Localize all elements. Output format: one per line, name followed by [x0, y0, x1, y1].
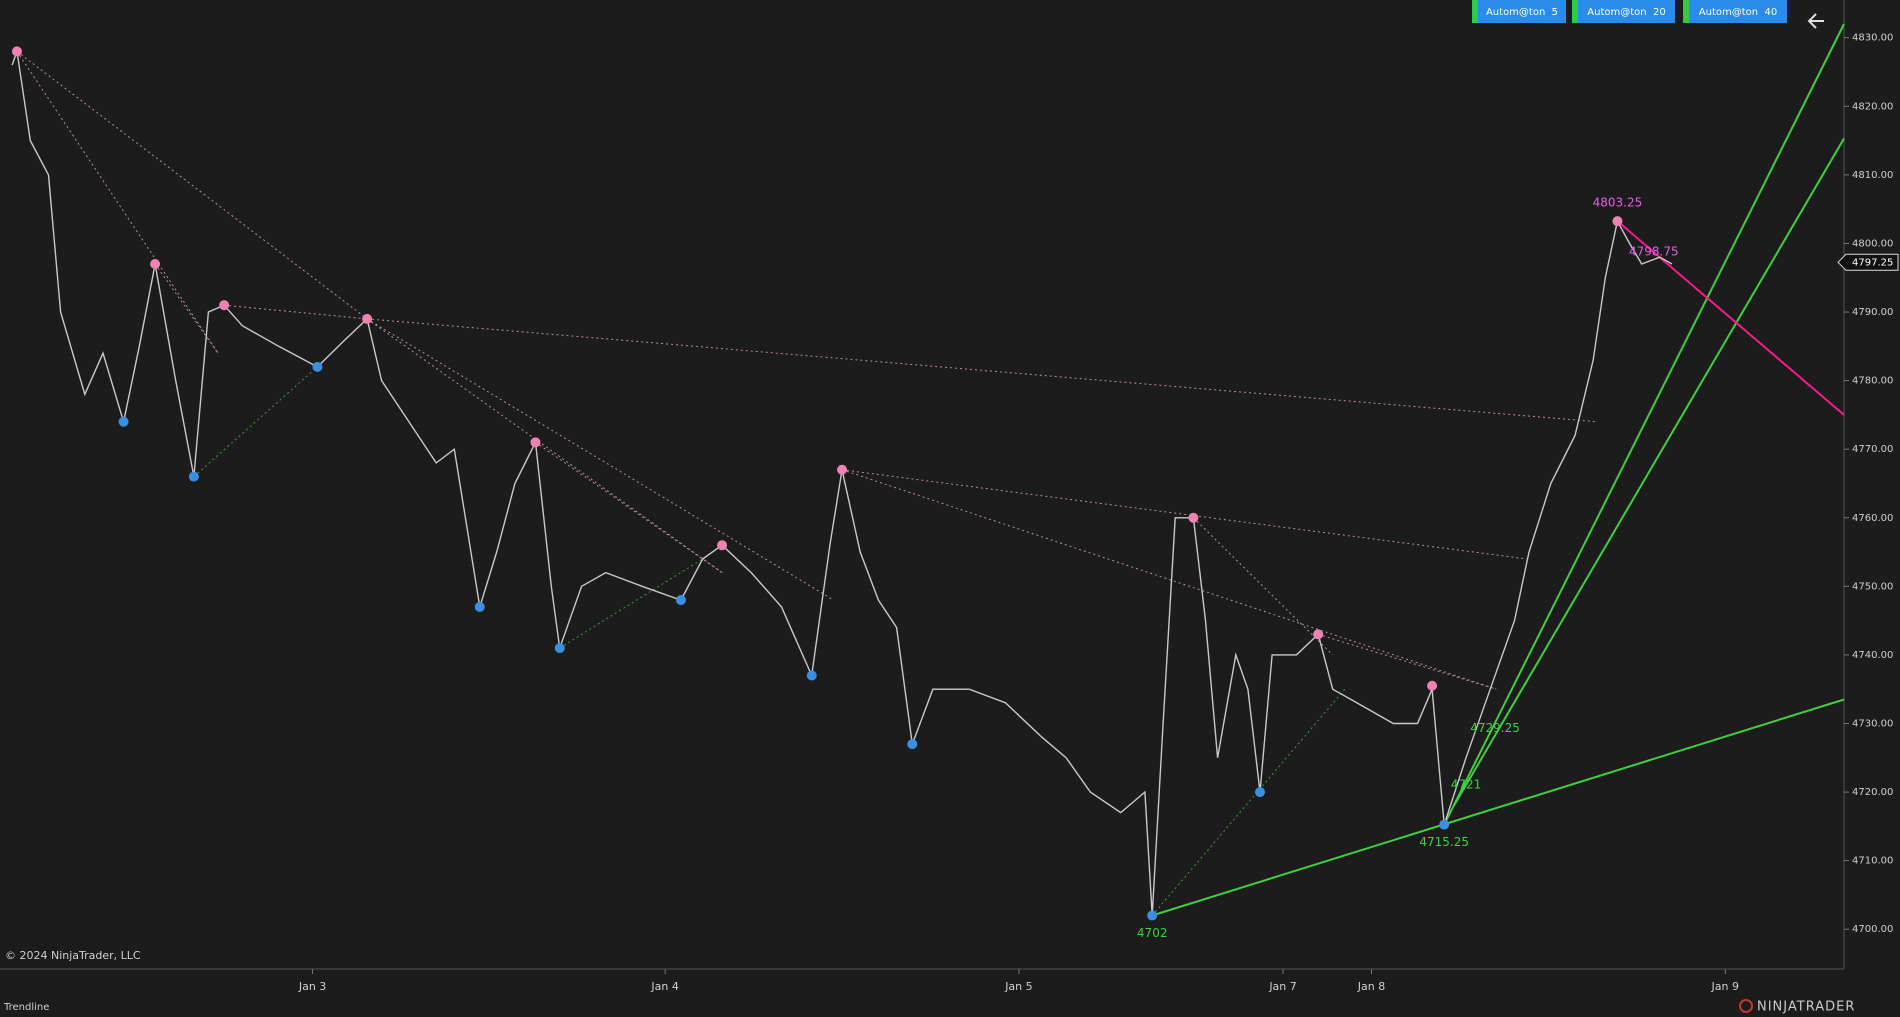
- swing-high: [150, 259, 161, 270]
- last-price-badge: [1837, 253, 1899, 271]
- y-tick-label: 4700.00: [1852, 924, 1893, 935]
- point-label: 4721: [1451, 778, 1482, 792]
- button[interactable]: [1689, 0, 1787, 23]
- swing-low: [675, 595, 686, 606]
- swing-low: [312, 361, 323, 372]
- swing-low: [118, 416, 129, 427]
- swing-low: [474, 601, 485, 612]
- x-tick-label: Jan 9: [1711, 980, 1739, 993]
- x-tick-label: Jan 3: [298, 980, 326, 993]
- button-accent: [1472, 0, 1478, 23]
- y-tick-label: 4710.00: [1852, 856, 1893, 867]
- button[interactable]: [1478, 0, 1566, 23]
- x-tick-label: Jan 8: [1357, 980, 1385, 993]
- button-label[interactable]: Autom@ton 20: [1587, 7, 1665, 18]
- swing-high: [530, 437, 541, 448]
- button-label[interactable]: Autom@ton 5: [1486, 7, 1558, 18]
- y-tick-label: 4790.00: [1852, 307, 1893, 318]
- swing-low: [806, 670, 817, 681]
- swing-high: [1188, 512, 1199, 523]
- button-accent: [1683, 0, 1689, 23]
- back-arrow[interactable]: [1807, 13, 1824, 29]
- swing-low: [907, 739, 918, 750]
- panel-label: Trendline: [3, 1002, 49, 1013]
- pivot-label: 4715.25: [1419, 835, 1469, 849]
- y-tick-label: 4750.00: [1852, 581, 1893, 592]
- x-tick-label: Jan 7: [1268, 980, 1296, 993]
- swing-high: [837, 464, 848, 475]
- trendline: [366, 318, 834, 601]
- last-price-label: 4797.25: [1852, 257, 1893, 268]
- x-tick-label: Jan 4: [650, 980, 678, 993]
- swing-high: [1313, 629, 1324, 640]
- swing-high: [1612, 216, 1623, 227]
- price-line: [11, 51, 1673, 916]
- x-tick-label: Jan 5: [1004, 980, 1032, 993]
- y-tick-label: 4800.00: [1852, 238, 1893, 249]
- swing-low: [1255, 787, 1266, 798]
- button[interactable]: [1578, 0, 1675, 23]
- swing-high: [219, 300, 230, 311]
- y-tick-label: 4760.00: [1852, 513, 1893, 524]
- swing-high: [11, 46, 22, 57]
- button-accent: [1572, 0, 1578, 23]
- trendline: [367, 318, 1597, 423]
- y-tick-label: 4770.00: [1852, 444, 1893, 455]
- point-label: 4729.25: [1470, 721, 1520, 735]
- trendline: [841, 469, 1527, 560]
- copyright: © 2024 NinjaTrader, LLC: [5, 949, 141, 962]
- trendline: [1443, 23, 1845, 826]
- trendline: [154, 263, 219, 354]
- trendline: [1453, 138, 1845, 807]
- trendline: [224, 304, 368, 320]
- point-label: 4798.75: [1629, 245, 1679, 259]
- logo: NINJATRADER: [1757, 1000, 1855, 1015]
- trendline: [1616, 220, 1845, 416]
- trendline: [16, 51, 368, 320]
- y-tick-label: 4720.00: [1852, 787, 1893, 798]
- y-tick-label: 4780.00: [1852, 376, 1893, 387]
- pivot-label: 4803.25: [1593, 196, 1643, 210]
- trendline: [559, 558, 703, 649]
- trendline: [1151, 698, 1845, 917]
- trendline: [841, 469, 1497, 690]
- y-tick-label: 4810.00: [1852, 170, 1893, 181]
- swing-high: [717, 540, 728, 551]
- swing-high: [1427, 680, 1438, 691]
- y-tick-label: 4740.00: [1852, 650, 1893, 661]
- swing-low: [554, 643, 565, 654]
- swing-high: [362, 313, 373, 324]
- trendline: [16, 51, 219, 354]
- swing-low: [1147, 910, 1158, 921]
- y-tick-label: 4820.00: [1852, 101, 1893, 112]
- y-tick-label: 4830.00: [1852, 33, 1893, 44]
- button-label[interactable]: Autom@ton 40: [1699, 7, 1777, 18]
- logo-icon: [1739, 999, 1753, 1013]
- swing-low: [1439, 819, 1450, 830]
- trendline: [1318, 633, 1497, 690]
- y-tick-label: 4730.00: [1852, 718, 1893, 729]
- pivot-label: 4702: [1137, 926, 1168, 940]
- swing-low: [188, 471, 199, 482]
